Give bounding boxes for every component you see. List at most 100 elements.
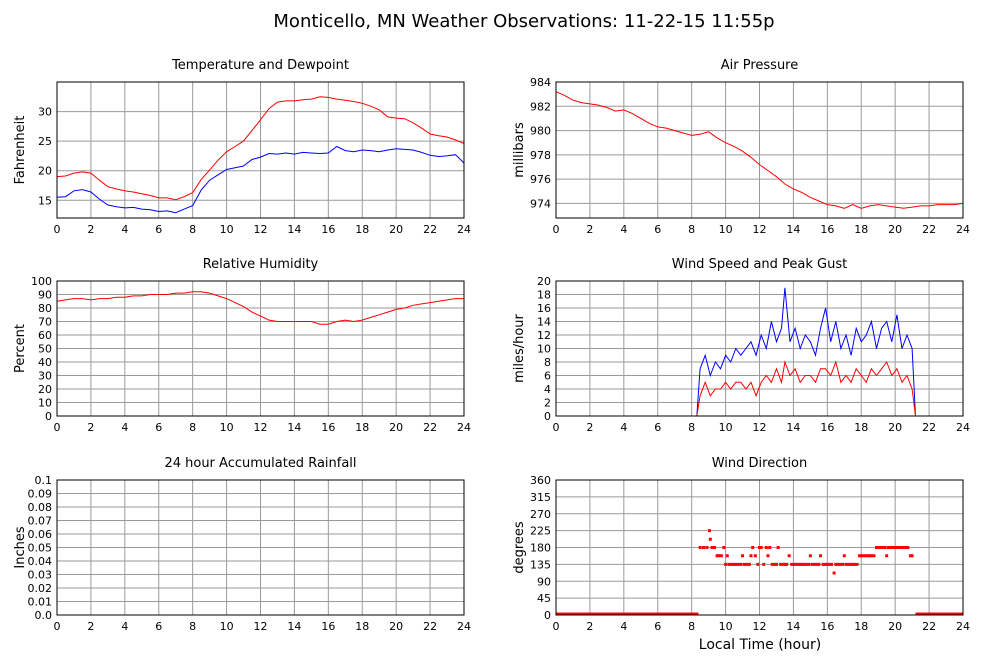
direction-point (838, 562, 842, 566)
direction-point (902, 546, 906, 549)
y-tick-label: 0.04 (28, 555, 53, 568)
x-tick-label: 16 (321, 421, 335, 434)
x-tick-label: 20 (888, 421, 902, 434)
y-tick-label: 80 (38, 302, 52, 315)
y-tick-label: 976 (530, 173, 551, 186)
x-tick-label: 4 (121, 421, 128, 434)
direction-point (741, 554, 745, 558)
y-tick-label: 0.03 (28, 569, 53, 582)
x-tick-label: 18 (854, 620, 868, 633)
series-line-0 (556, 287, 963, 417)
y-tick-label: 180 (530, 542, 551, 555)
direction-point (908, 554, 912, 558)
x-tick-label: 8 (189, 421, 196, 434)
x-tick-label: 12 (254, 620, 268, 633)
x-tick-label: 24 (457, 620, 471, 633)
direction-point (749, 554, 753, 558)
page-title: Monticello, MN Weather Observations: 11-… (273, 11, 774, 32)
direction-point (885, 554, 889, 558)
direction-point (724, 562, 728, 566)
direction-point (779, 562, 783, 566)
direction-point (869, 554, 873, 558)
y-tick-label: 8 (544, 356, 551, 369)
x-tick-label: 24 (457, 223, 471, 236)
y-tick-label: 0 (544, 410, 551, 423)
direction-point (827, 562, 831, 566)
direction-point (903, 546, 907, 549)
y-tick-label: 45 (537, 592, 551, 605)
direction-point (762, 562, 766, 566)
x-tick-label: 20 (389, 223, 403, 236)
direction-point (824, 562, 828, 566)
y-axis-label: degrees (512, 521, 527, 574)
x-tick-label: 18 (355, 421, 369, 434)
x-tick-label: 2 (87, 421, 94, 434)
x-tick-label: 20 (389, 421, 403, 434)
x-tick-label: 8 (189, 223, 196, 236)
direction-point (836, 562, 840, 566)
direction-point (751, 546, 755, 549)
plot-frame (555, 280, 964, 417)
x-tick-label: 14 (786, 223, 800, 236)
direction-point (880, 546, 884, 549)
direction-point (708, 537, 712, 541)
x-tick-label: 12 (254, 421, 268, 434)
y-tick-label: 0 (544, 609, 551, 622)
direction-point (849, 562, 853, 566)
direction-point (815, 562, 819, 566)
x-tick-label: 16 (820, 223, 834, 236)
direction-point (702, 546, 706, 549)
direction-point (851, 562, 855, 566)
direction-point (776, 546, 780, 549)
direction-point (774, 562, 778, 566)
y-tick-label: 0 (45, 410, 52, 423)
x-tick-label: 18 (854, 223, 868, 236)
x-tick-label: 12 (753, 223, 767, 236)
direction-point (713, 546, 717, 549)
direction-point (717, 554, 721, 558)
y-tick-label: 0.08 (28, 501, 53, 514)
y-tick-label: 20 (38, 165, 52, 178)
direction-point (758, 546, 761, 549)
series-line-1 (56, 145, 465, 214)
y-tick-label: 270 (530, 508, 551, 521)
direction-point (742, 562, 746, 566)
x-tick-label: 22 (423, 223, 437, 236)
x-tick-label: 24 (956, 223, 970, 236)
direction-point (773, 562, 777, 566)
direction-point (895, 546, 899, 549)
x-tick-label: 0 (54, 421, 61, 434)
y-tick-label: 974 (530, 197, 551, 210)
y-tick-label: 12 (537, 329, 551, 342)
direction-point (804, 562, 808, 566)
x-tick-label: 20 (389, 620, 403, 633)
y-tick-label: 0.07 (28, 515, 53, 528)
y-axis-label: miles/hour (512, 313, 527, 382)
y-tick-label: 6 (544, 370, 551, 383)
direction-point (793, 562, 797, 566)
direction-point (852, 562, 856, 566)
y-axis-label: Inches (13, 526, 28, 568)
plot-frame (555, 479, 964, 616)
direction-point (791, 562, 795, 566)
direction-point (705, 546, 709, 549)
direction-point (841, 562, 845, 566)
direction-point (878, 546, 882, 549)
series-line-1 (556, 360, 963, 417)
y-axis-label: Percent (13, 324, 28, 373)
direction-point (842, 554, 846, 558)
x-tick-label: 2 (586, 223, 593, 236)
x-tick-label: 0 (553, 421, 560, 434)
x-tick-label: 10 (719, 620, 733, 633)
x-tick-label: 6 (155, 421, 162, 434)
chart-title: Wind Direction (712, 456, 808, 471)
y-tick-label: 25 (38, 135, 52, 148)
y-tick-label: 984 (530, 76, 551, 89)
x-tick-label: 10 (220, 223, 234, 236)
series-line-0 (56, 291, 464, 325)
y-tick-label: 360 (530, 474, 551, 487)
x-tick-label: 20 (888, 223, 902, 236)
x-tick-label: 24 (457, 421, 471, 434)
x-tick-label: 18 (854, 421, 868, 434)
